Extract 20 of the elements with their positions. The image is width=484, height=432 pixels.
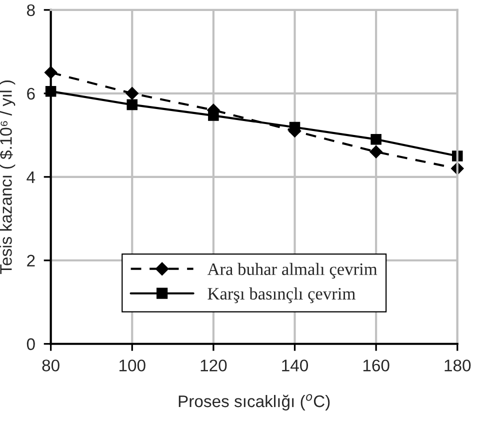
x-tick-label: 140: [282, 360, 308, 372]
y-tick-label: 2: [27, 254, 35, 266]
x-tick-label: 120: [200, 360, 227, 372]
point: [126, 87, 139, 100]
x-tick-label: 160: [363, 360, 390, 372]
x-tick-label: 100: [120, 360, 146, 372]
legend-label: Karşı basınçlı çevrim: [208, 287, 356, 304]
point: [126, 99, 138, 110]
point: [208, 110, 219, 121]
point: [289, 122, 300, 133]
x-axis-title: Proses sıcaklığı ($^{o}$C): [178, 394, 330, 411]
y-tick-label: 0: [26, 338, 35, 350]
x-tick-label: 180: [444, 360, 471, 372]
legend-label: Ara buhar almalı çevrim: [207, 262, 378, 279]
y-tick-label: 8: [27, 4, 35, 16]
point: [370, 145, 382, 158]
x-tick-label: 80: [42, 360, 60, 372]
point: [370, 134, 382, 145]
y-tick-label: 6: [27, 88, 35, 100]
y-tick-label: 4: [26, 171, 36, 183]
